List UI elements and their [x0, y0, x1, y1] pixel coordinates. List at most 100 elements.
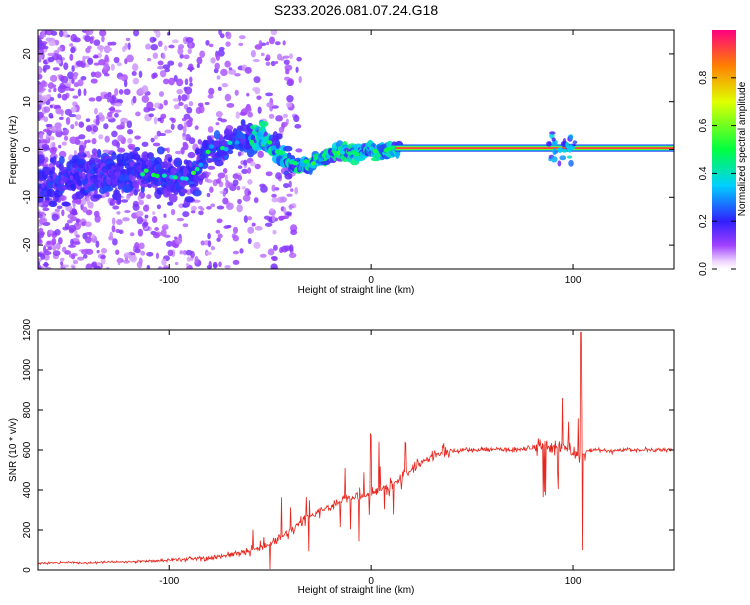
spectrogram-band-blob [133, 189, 138, 196]
spectrogram-noise-blob [38, 227, 44, 233]
spectrogram-noise-blob [195, 106, 202, 114]
spectrogram-noise-blob [278, 126, 285, 133]
spectrogram-noise-blob [55, 242, 61, 250]
spectrogram-noise-blob [176, 78, 184, 87]
spectrogram-core-blob [172, 175, 178, 180]
spectrogram-band-blob [92, 194, 103, 199]
spectrogram-noise-blob [109, 96, 116, 104]
spectrogram-noise-blob [94, 214, 101, 223]
spectrogram-noise-blob [85, 118, 91, 123]
snr-ytick-label: 0 [22, 567, 33, 573]
spectrogram-noise-blob [152, 211, 156, 216]
colorbar-tick-label: 0.0 [698, 262, 709, 276]
spectrogram-noise-blob [160, 113, 167, 120]
spectrogram-noise-blob [189, 66, 193, 73]
spectrogram-noise-blob [286, 95, 294, 103]
spectrogram-noise-blob [206, 205, 212, 210]
spectrogram-noise-blob [88, 97, 96, 102]
spectrogram-noise-blob [38, 258, 43, 262]
spectrogram-noise-blob [234, 73, 241, 77]
spectrogram-noise-blob [205, 251, 212, 256]
spectrogram-noise-blob [154, 227, 160, 231]
spectrogram-noise-blob [45, 30, 54, 36]
spectrogram-noise-blob [210, 203, 216, 208]
spectrogram-core-blob [140, 172, 146, 177]
spectrogram-noise-blob [51, 213, 59, 222]
spectrogram-noise-blob [280, 196, 287, 203]
spectrogram-noise-blob [132, 77, 140, 85]
spectrogram-noise-blob [189, 82, 193, 87]
spectrogram-noise-blob [111, 139, 119, 147]
spectrogram-core-blob [227, 140, 233, 145]
colorbar-gradient [712, 30, 736, 269]
spectrogram-noise-blob [146, 194, 152, 200]
spectrogram-noise-blob [164, 45, 168, 51]
spectrogram-noise-blob [254, 226, 263, 231]
spectrogram-noise-blob [164, 68, 170, 73]
spectrogram-noise-blob [103, 93, 111, 100]
spectrogram-noise-blob [85, 221, 92, 228]
spectrogram-noise-blob [55, 126, 62, 133]
spectrogram-noise-blob [38, 84, 44, 93]
spectrogram-noise-blob [45, 266, 52, 269]
spectrogram-noise-blob [208, 87, 215, 96]
spectrogram-noise-blob [178, 101, 184, 106]
spectrogram-noise-blob [205, 39, 210, 46]
snr-ytick-label: 200 [22, 521, 33, 538]
spectrogram-noise-blob [43, 45, 49, 50]
spectrogram-noise-blob [40, 211, 45, 215]
spectrogram-noise-blob [67, 71, 75, 80]
spectrogram-noise-blob [197, 102, 204, 107]
spectrogram-band-blob [193, 173, 199, 184]
spectrogram-noise-blob [49, 147, 57, 155]
spectrogram-noise-blob [232, 250, 240, 255]
spectrogram-noise-blob [47, 82, 55, 90]
spectrogram-noise-blob [265, 92, 274, 97]
spectrogram-noise-blob [171, 39, 179, 44]
snr-ytick-label: 1000 [22, 358, 33, 381]
spectrogram-noise-blob [243, 159, 248, 166]
spectrogram-core-blob [303, 159, 309, 164]
spectrogram-noise-blob [161, 258, 167, 266]
spectrogram-noise-blob [176, 88, 183, 95]
spectrogram-band-blob [167, 201, 174, 206]
spectrogram-noise-blob [64, 222, 70, 230]
spectrogram-noise-blob [198, 205, 203, 210]
spectrogram-noise-blob [215, 229, 221, 234]
spectrogram-noise-blob [160, 228, 167, 237]
spectrogram-noise-blob [112, 238, 118, 246]
spectrogram-noise-blob [152, 142, 161, 147]
spectrogram-noise-blob [232, 234, 240, 242]
spectrogram-band-blob [113, 189, 120, 195]
spectrogram-noise-blob [224, 264, 231, 269]
spectrogram-noise-blob [179, 250, 184, 255]
spectrogram-band-blob [197, 139, 202, 145]
spectrogram-noise-blob [135, 210, 144, 217]
spectrogram-noise-blob [253, 76, 261, 84]
spectrogram-noise-blob [72, 74, 78, 80]
spectrogram-noise-blob [226, 224, 232, 229]
spectrogram-noise-blob [157, 60, 164, 66]
spectrogram-band-blob [140, 183, 150, 188]
spectrogram-band-blob [51, 166, 56, 172]
spectrogram-noise-blob [266, 102, 274, 108]
spectrogram-noise-blob [126, 54, 134, 63]
spectrogram-noise-blob [111, 225, 116, 233]
spectrogram-noise-blob [43, 106, 51, 113]
spectrogram-noise-blob [61, 209, 65, 217]
spectrogram-noise-blob [69, 43, 74, 47]
spectrogram-noise-blob [100, 247, 108, 254]
spectrogram-noise-blob [259, 183, 266, 188]
spectrogram-noise-blob [137, 228, 144, 237]
spectrogram-noise-blob [134, 242, 140, 250]
snr-xtick-label: 100 [565, 576, 582, 587]
spectrogram-noise-blob [38, 48, 44, 55]
spectrogram-noise-blob [136, 261, 143, 269]
spectrogram-noise-blob [214, 62, 220, 70]
spectrogram-noise-blob [172, 98, 180, 102]
spectrogram-noise-blob [159, 70, 167, 78]
spectrogram-noise-blob [250, 161, 256, 167]
spectrogram-band-blob [168, 193, 178, 203]
